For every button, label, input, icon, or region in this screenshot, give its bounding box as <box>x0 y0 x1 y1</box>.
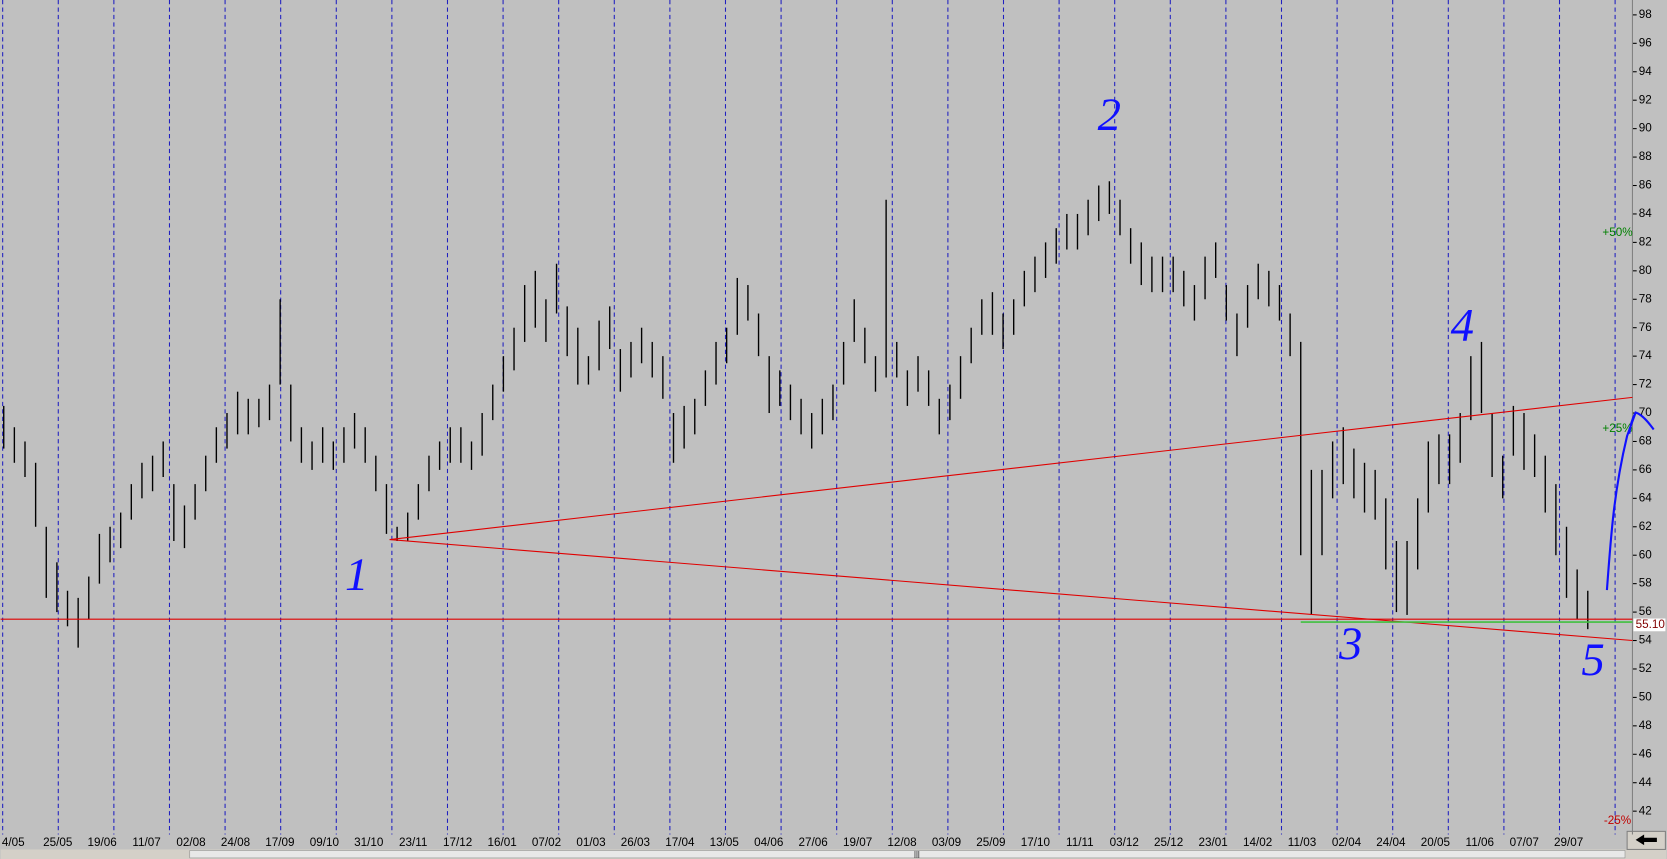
y-tick-label: 76 <box>1639 321 1652 334</box>
y-tick-label: 58 <box>1639 577 1652 590</box>
scroll-grip: ||| <box>914 850 920 859</box>
percent-mark: +25% <box>1602 422 1632 435</box>
x-tick-label: 24/08 <box>221 836 250 849</box>
y-tick-label: 42 <box>1639 804 1652 817</box>
y-tick-label: 66 <box>1639 463 1652 476</box>
percent-mark: +50% <box>1602 226 1632 239</box>
annotation: 5 <box>1581 634 1604 686</box>
y-tick-label: 88 <box>1639 150 1652 163</box>
x-tick-label: 01/03 <box>576 836 605 849</box>
x-tick-label: 11/07 <box>132 836 160 849</box>
x-tick-label: 03/12 <box>1110 836 1139 849</box>
x-tick-label: 11/03 <box>1288 836 1316 849</box>
x-tick-label: 25/05 <box>43 836 73 849</box>
x-tick-label: 27/06 <box>799 836 828 849</box>
y-tick-label: 62 <box>1639 520 1652 533</box>
x-tick-label: 17/09 <box>265 836 294 849</box>
trendline <box>389 396 1633 541</box>
y-tick-label: 64 <box>1639 491 1653 504</box>
x-tick-label: 19/07 <box>843 836 872 849</box>
x-tick-label: 11/06 <box>1466 836 1494 849</box>
x-tick-label: 25/09 <box>976 836 1005 849</box>
x-tick-label: 03/09 <box>932 836 961 849</box>
x-tick-label: 16/01 <box>488 836 517 849</box>
x-tick-label: 29/07 <box>1554 836 1583 849</box>
percent-mark: -25% <box>1604 814 1631 827</box>
x-tick-label: 19/06 <box>88 836 117 849</box>
y-tick-label: 84 <box>1639 207 1653 220</box>
x-tick-label: 07/02 <box>532 836 561 849</box>
y-tick-label: 54 <box>1639 634 1653 647</box>
y-tick-label: 70 <box>1639 406 1653 419</box>
y-tick-label: 48 <box>1639 719 1652 732</box>
y-tick-label: 72 <box>1639 378 1652 391</box>
x-tick-label: 02/04 <box>1332 836 1362 849</box>
x-tick-label: 17/12 <box>443 836 472 849</box>
y-tick-label: 52 <box>1639 662 1652 675</box>
x-tick-label: 23/11 <box>399 836 427 849</box>
price-label: 55.10 <box>1636 618 1666 631</box>
y-tick-label: 74 <box>1639 349 1653 362</box>
annotation-arrow <box>1605 411 1655 591</box>
x-tick-label: 11/11 <box>1066 836 1094 849</box>
arrow-icon <box>1635 834 1657 846</box>
y-tick-label: 80 <box>1639 264 1653 277</box>
scroll-thumb[interactable] <box>189 850 1626 859</box>
x-tick-label: 31/10 <box>354 836 384 849</box>
annotation: 2 <box>1098 89 1121 141</box>
x-tick-label: 13/05 <box>710 836 740 849</box>
annotation: 1 <box>345 549 368 601</box>
x-tick-label: 25/12 <box>1154 836 1183 849</box>
x-tick-label: 4/05 <box>2 836 25 849</box>
y-tick-label: 90 <box>1639 122 1653 135</box>
x-tick-label: 26/03 <box>621 836 650 849</box>
y-tick-label: 56 <box>1639 605 1652 618</box>
x-tick-label: 17/10 <box>1021 836 1051 849</box>
y-tick-label: 98 <box>1639 8 1652 21</box>
y-tick-label: 94 <box>1639 65 1653 78</box>
x-tick-label: 14/02 <box>1243 836 1272 849</box>
x-tick-label: 04/06 <box>754 836 783 849</box>
y-tick-label: 68 <box>1639 435 1652 448</box>
x-tick-label: 24/04 <box>1376 836 1406 849</box>
y-tick-label: 86 <box>1639 179 1652 192</box>
x-tick-label: 12/08 <box>887 836 916 849</box>
x-tick-label: 07/07 <box>1510 836 1539 849</box>
price-label-box <box>1633 618 1666 632</box>
y-tick-label: 60 <box>1639 548 1653 561</box>
y-tick-label: 96 <box>1639 36 1652 49</box>
y-tick-label: 50 <box>1639 690 1653 703</box>
x-tick-label: 23/01 <box>1199 836 1228 849</box>
x-tick-label: 20/05 <box>1421 836 1451 849</box>
x-tick-label: 17/04 <box>665 836 695 849</box>
y-tick-label: 92 <box>1639 93 1652 106</box>
y-tick-label: 78 <box>1639 292 1652 305</box>
y-tick-label: 46 <box>1639 747 1652 760</box>
x-tick-label: 02/08 <box>176 836 205 849</box>
x-tick-label: 09/10 <box>310 836 340 849</box>
trendline <box>389 539 1633 642</box>
y-tick-label: 44 <box>1639 776 1653 789</box>
annotation: 3 <box>1338 618 1362 670</box>
y-tick-label: 82 <box>1639 235 1652 248</box>
annotation: 4 <box>1451 299 1474 351</box>
